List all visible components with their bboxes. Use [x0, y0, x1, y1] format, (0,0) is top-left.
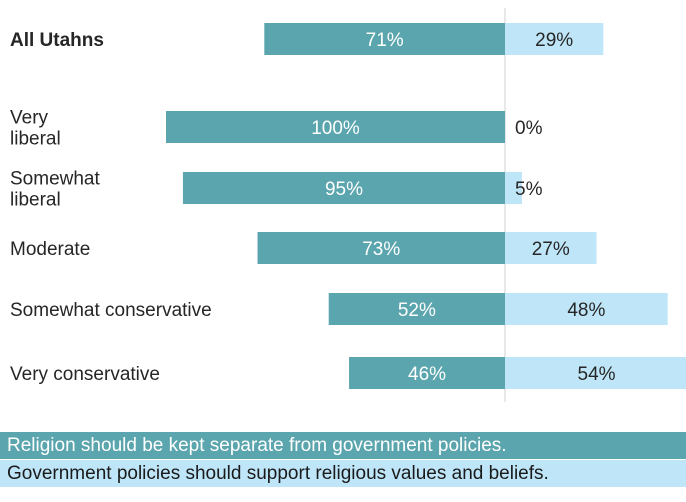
category-label: Somewhat conservative [10, 300, 212, 321]
category-label: Somewhat liberal [10, 169, 100, 211]
bar-support [505, 293, 668, 325]
category-label: Very liberal [10, 108, 61, 150]
bar-support [505, 357, 686, 389]
value-label-separate: 95% [325, 179, 363, 200]
bar-separate [182, 172, 505, 204]
category-label: Moderate [10, 239, 90, 260]
bar-support [505, 23, 604, 55]
category-label: All Utahns [10, 30, 104, 51]
legend-separate: Religion should be kept separate from go… [0, 432, 686, 459]
value-label-support: 48% [567, 300, 605, 321]
value-label-support: 0% [515, 118, 543, 139]
value-label-separate: 100% [311, 118, 360, 139]
value-label-support: 29% [535, 30, 573, 51]
value-label-separate: 71% [366, 30, 404, 51]
legend-support: Government policies should support relig… [0, 460, 686, 487]
bar-support [505, 172, 522, 204]
bar-separate [264, 23, 505, 55]
value-label-support: 27% [532, 239, 570, 260]
value-label-support: 5% [515, 179, 543, 200]
bar-support [505, 232, 597, 264]
bar-separate [328, 293, 505, 325]
value-label-support: 54% [578, 364, 616, 385]
bar-separate [349, 357, 505, 389]
bar-separate [166, 111, 505, 143]
value-label-separate: 52% [398, 300, 436, 321]
value-label-separate: 46% [408, 364, 446, 385]
value-label-separate: 73% [362, 239, 400, 260]
category-label: Very conservative [10, 364, 160, 385]
bar-separate [257, 232, 505, 264]
